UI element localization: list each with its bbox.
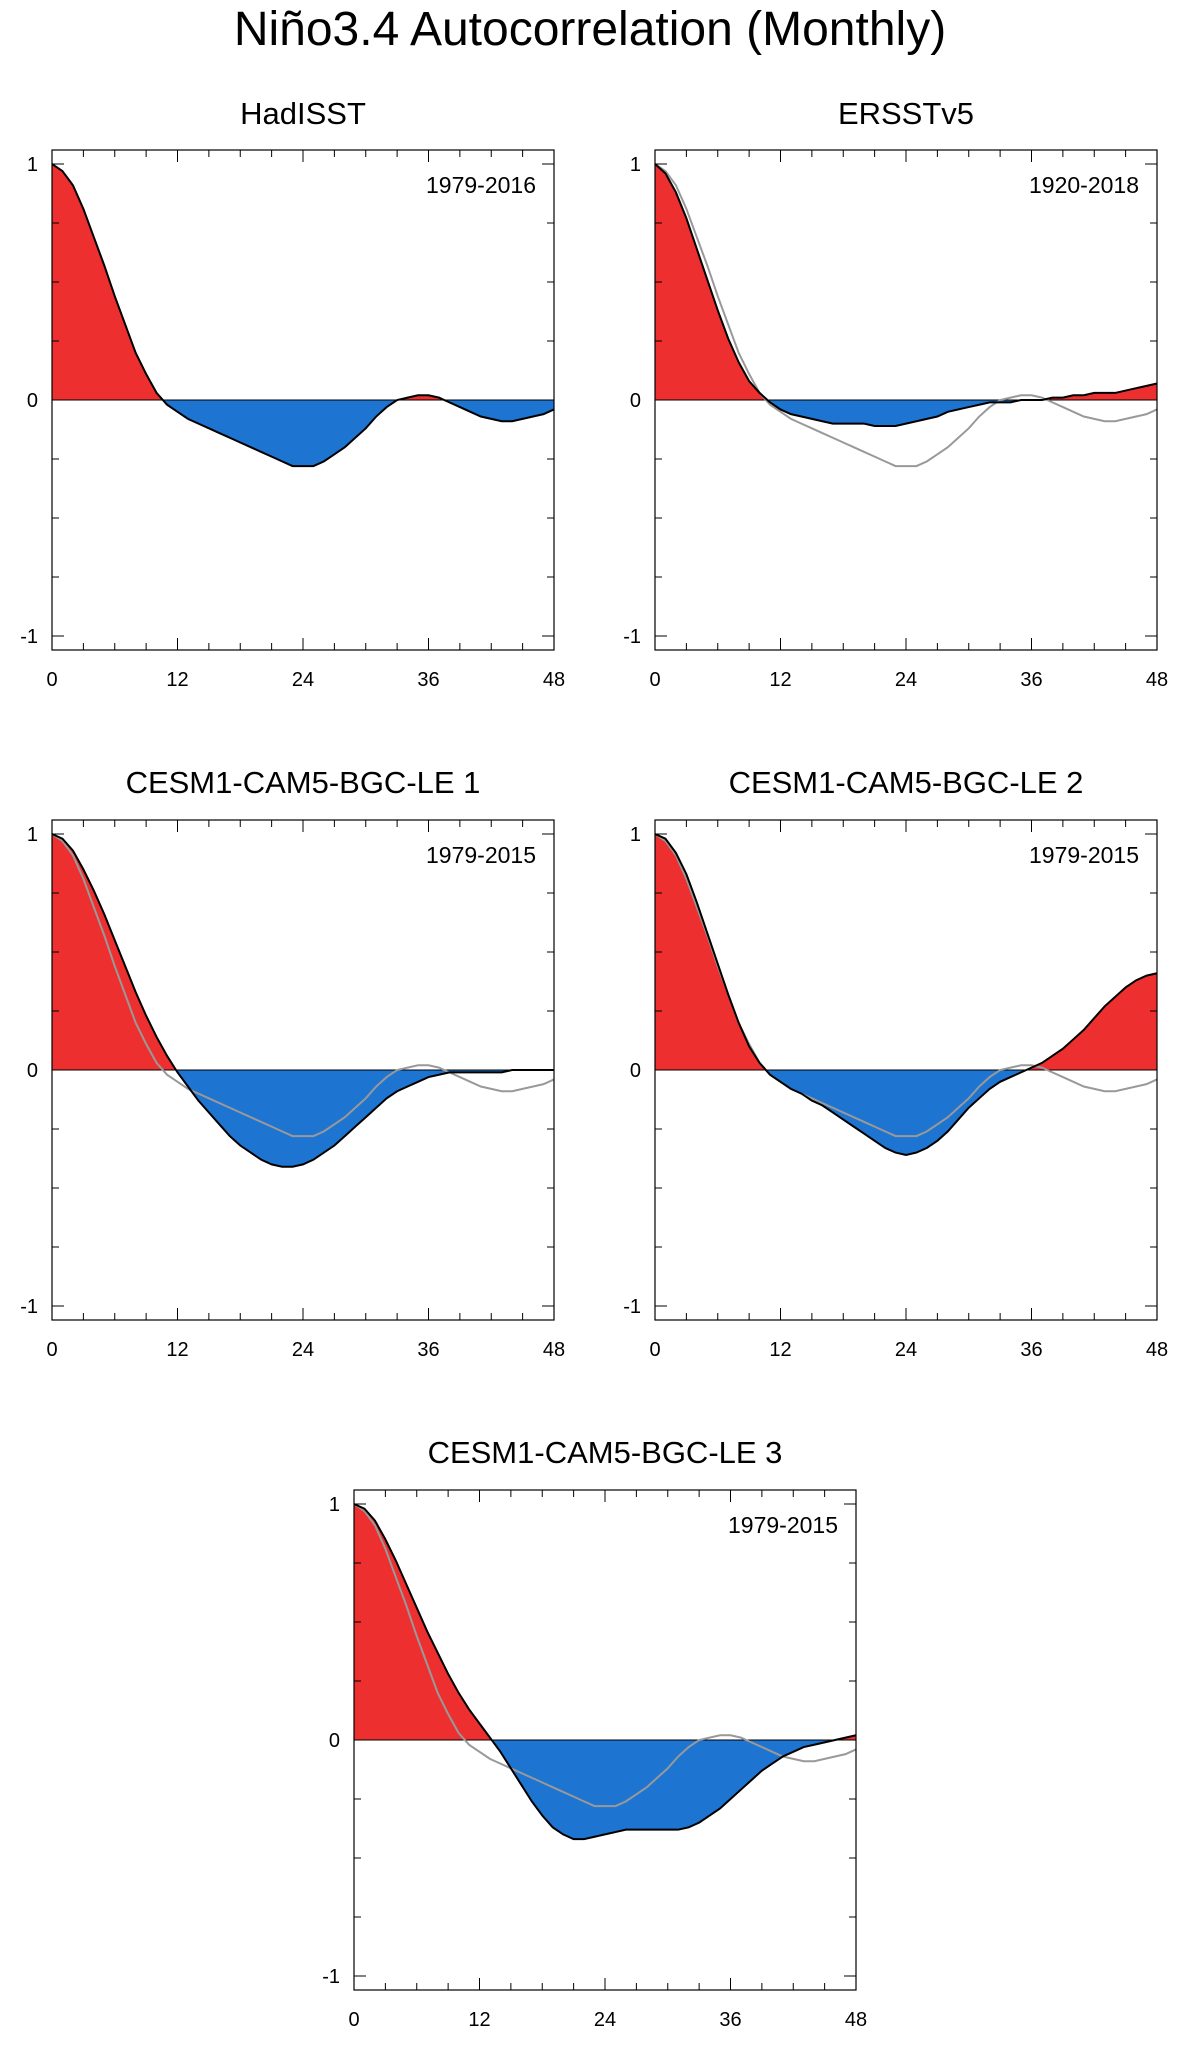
x-tick-label: 12 [468, 2009, 490, 2031]
x-tick-label: 12 [769, 1339, 791, 1361]
x-tick-label: 48 [1146, 669, 1168, 691]
series-line [353, 1503, 857, 1841]
x-tick-label: 24 [292, 669, 314, 691]
panel-title: CESM1-CAM5-BGC-LE 1 [126, 765, 481, 800]
y-tick-label: -1 [623, 1296, 641, 1318]
x-tick-label: 48 [543, 669, 565, 691]
series-line [51, 163, 555, 468]
negative-area-4 [444, 400, 554, 422]
panel-title: HadISST [240, 96, 366, 131]
x-tick-label: 24 [594, 2009, 616, 2031]
y-tick-label: 0 [630, 390, 641, 412]
series-line [654, 833, 1158, 1156]
negative-area-2 [162, 400, 398, 467]
positive-area-1 [655, 164, 768, 400]
x-tick-label: 24 [895, 669, 917, 691]
positive-area-1 [52, 164, 163, 400]
x-tick-label: 12 [166, 1339, 188, 1361]
y-tick-label: 1 [630, 824, 641, 846]
reference-line [353, 1503, 857, 1808]
chart-panel-1: HadISST -1 0 1 0 12 24 36 48 1979-2016 [20, 96, 565, 691]
panel-title: CESM1-CAM5-BGC-LE 3 [428, 1435, 783, 1470]
x-tick-label: 0 [649, 669, 660, 691]
reference-line [654, 163, 1158, 468]
x-tick-label: 36 [417, 1339, 439, 1361]
y-tick-label: 0 [27, 390, 38, 412]
positive-area-1 [655, 834, 766, 1070]
negative-area-2 [491, 1740, 836, 1840]
y-tick-label: -1 [623, 626, 641, 648]
y-tick-label: 0 [630, 1060, 641, 1082]
y-tick-label: 1 [329, 1494, 340, 1516]
chart-panel-4: CESM1-CAM5-BGC-LE 2 -1 0 1 0 12 24 36 48 1979-201… [623, 765, 1168, 1361]
x-tick-label: 48 [845, 2009, 867, 2031]
y-tick-label: -1 [20, 1296, 38, 1318]
chart-panel-2: ERSSTv5 -1 0 1 0 12 24 36 48 1920-2018 [623, 96, 1168, 691]
y-tick-label: 0 [27, 1060, 38, 1082]
panel-title: CESM1-CAM5-BGC-LE 2 [729, 765, 1084, 800]
x-tick-label: 36 [719, 2009, 741, 2031]
x-tick-label: 0 [649, 1339, 660, 1361]
period-label: 1920-2018 [1029, 172, 1139, 198]
x-tick-label: 24 [895, 1339, 917, 1361]
period-label: 1979-2016 [426, 172, 536, 198]
y-tick-label: -1 [20, 626, 38, 648]
negative-area-2 [765, 1070, 1027, 1155]
x-tick-label: 0 [46, 1339, 57, 1361]
x-tick-label: 12 [166, 669, 188, 691]
x-tick-label: 0 [46, 669, 57, 691]
period-label: 1979-2015 [426, 842, 536, 868]
x-tick-label: 12 [769, 669, 791, 691]
y-tick-label: -1 [322, 1966, 340, 1988]
x-tick-label: 36 [1020, 669, 1042, 691]
x-tick-label: 36 [417, 669, 439, 691]
y-tick-label: 1 [27, 154, 38, 176]
series-line [51, 833, 554, 1168]
period-label: 1979-2015 [728, 1512, 838, 1538]
x-tick-label: 24 [292, 1339, 314, 1361]
figure-title: Niño3.4 Autocorrelation (Monthly) [234, 3, 946, 56]
positive-area-1 [52, 834, 177, 1070]
y-tick-label: 0 [329, 1730, 340, 1752]
y-tick-label: 1 [630, 154, 641, 176]
x-tick-label: 48 [1146, 1339, 1168, 1361]
period-label: 1979-2015 [1029, 842, 1139, 868]
x-tick-label: 0 [348, 2009, 359, 2031]
chart-panel-3: CESM1-CAM5-BGC-LE 1 -1 0 1 0 12 24 36 48 1979-201… [20, 765, 565, 1361]
x-tick-label: 36 [1020, 1339, 1042, 1361]
series-line [654, 163, 1158, 427]
positive-area-3 [1021, 383, 1157, 400]
negative-area-2 [767, 400, 1022, 426]
chart-panel-5: CESM1-CAM5-BGC-LE 3 -1 0 1 0 12 24 36 48 1979-201… [322, 1435, 867, 2031]
panel-title: ERSSTv5 [838, 96, 974, 131]
y-tick-label: 1 [27, 824, 38, 846]
reference-line [51, 833, 555, 1138]
x-tick-label: 48 [543, 1339, 565, 1361]
